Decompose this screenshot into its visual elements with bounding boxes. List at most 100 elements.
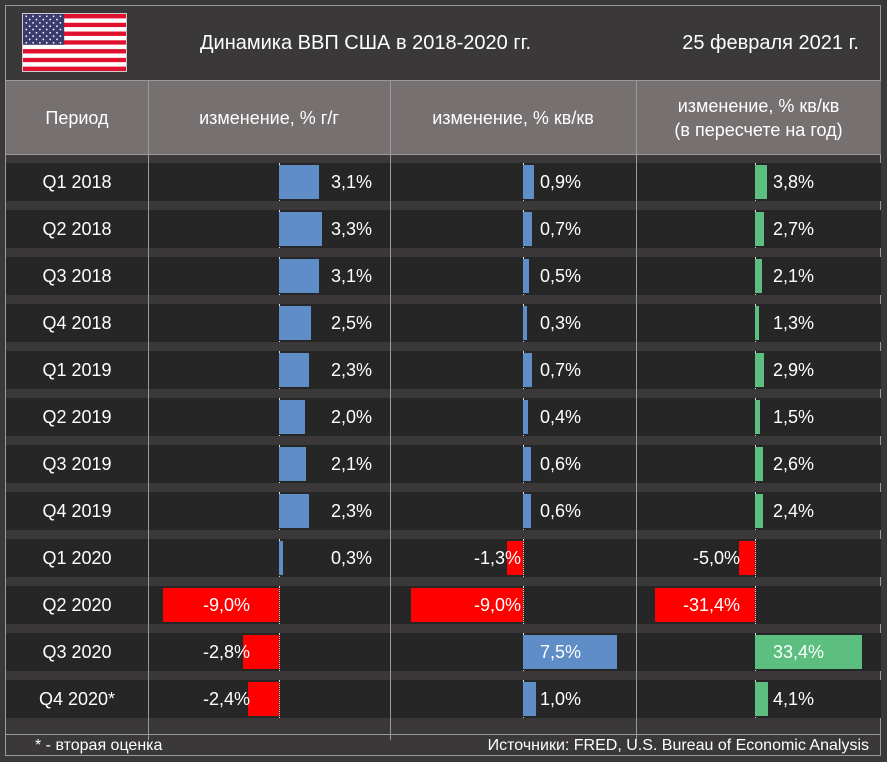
period-label: Q2 2018 (42, 219, 112, 239)
table-row: Q1 2020 0,3% -1,3% -5,0% (6, 539, 881, 577)
negative-bar (162, 588, 279, 622)
value-label: -2,4% (202, 689, 250, 709)
positive-bar (523, 400, 528, 434)
table-row: Q3 2020 -2,8% 7,5% 33,4% (6, 633, 881, 671)
negative-bar (410, 588, 523, 622)
positive-bar (279, 259, 319, 293)
positive-bar (755, 212, 764, 246)
value-label: -2,8% (202, 642, 250, 662)
table-row: Q4 2018 2,5% 0,3% 1,3% (6, 304, 881, 342)
period-label: Q4 2019 (42, 501, 112, 521)
footnote: * - вторая оценка (35, 737, 163, 754)
positive-bar (279, 306, 312, 340)
table-row: Q4 2019 2,3% 0,6% 2,4% (6, 492, 881, 530)
zero-line (523, 586, 524, 624)
positive-bar (279, 212, 322, 246)
zero-line (279, 680, 280, 718)
value-label: 0,3% (540, 313, 582, 333)
header-qoq: изменение, % кв/кв (432, 107, 594, 128)
value-label: 3,3% (330, 219, 372, 239)
header-period: Период (45, 107, 109, 128)
positive-bar (279, 353, 309, 387)
value-label: 4,1% (773, 689, 815, 709)
table-header: Период изменение, % г/г изменение, % кв/… (6, 80, 881, 155)
period-label: Q2 2020 (42, 595, 112, 615)
column-divider (390, 80, 391, 740)
header-qoq-annualized: изменение, % кв/кв (в пересчете на год) (636, 81, 881, 154)
value-label: 0,4% (540, 407, 582, 427)
negative-bar (506, 541, 523, 575)
value-label: 2,6% (773, 454, 815, 474)
table-row: Q3 2018 3,1% 0,5% 2,1% (6, 257, 881, 295)
positive-bar (523, 165, 535, 199)
header-qoq-annualized-line2: (в пересчете на год) (674, 119, 843, 140)
table-row: Q2 2019 2,0% 0,4% 1,5% (6, 398, 881, 436)
value-label: 2,1% (773, 266, 815, 286)
value-label: 2,9% (773, 360, 815, 380)
value-label: 3,1% (330, 172, 372, 192)
value-label: -5,0% (692, 548, 740, 568)
period-label: Q1 2020 (42, 548, 112, 568)
period-label: Q1 2019 (42, 360, 112, 380)
period-label: Q3 2019 (42, 454, 112, 474)
sources: Источники: FRED, U.S. Bureau of Economic… (487, 737, 869, 754)
negative-bar (242, 635, 279, 669)
value-label: 3,8% (773, 172, 815, 192)
value-label: 33,4% (773, 642, 825, 662)
value-label: -31,4% (682, 595, 740, 615)
divider (6, 734, 881, 735)
value-label: 2,1% (330, 454, 372, 474)
value-label: -9,0% (202, 595, 250, 615)
value-label: -9,0% (473, 595, 521, 615)
positive-bar (523, 447, 531, 481)
positive-bar (755, 353, 765, 387)
positive-bar (523, 494, 531, 528)
positive-bar (755, 259, 762, 293)
period-label: Q1 2018 (42, 172, 112, 192)
positive-bar (755, 447, 764, 481)
value-label: 0,3% (330, 548, 372, 568)
positive-bar (755, 165, 768, 199)
value-label: 2,7% (773, 219, 815, 239)
positive-bar (279, 165, 319, 199)
negative-bar (739, 541, 755, 575)
value-label: 0,7% (540, 360, 582, 380)
table-row: Q3 2019 2,1% 0,6% 2,6% (6, 445, 881, 483)
zero-line (755, 539, 756, 577)
positive-bar (755, 494, 763, 528)
zero-line (279, 586, 280, 624)
value-label: 0,6% (540, 501, 582, 521)
page-title: Динамика ВВП США в 2018-2020 гг. (200, 32, 532, 54)
period-label: Q4 2018 (42, 313, 112, 333)
value-label: 0,7% (540, 219, 582, 239)
table-row: Q1 2018 3,1% 0,9% 3,8% (6, 163, 881, 201)
positive-bar (279, 400, 305, 434)
value-label: 7,5% (540, 642, 582, 662)
value-label: 0,9% (540, 172, 582, 192)
positive-bar (755, 400, 760, 434)
value-label: 1,3% (773, 313, 815, 333)
table-row: Q2 2020 -9,0% -9,0% -31,4% (6, 586, 881, 624)
value-label: -1,3% (473, 548, 521, 568)
column-divider (636, 80, 637, 740)
period-label: Q3 2018 (42, 266, 112, 286)
header-yoy: изменение, % г/г (199, 107, 339, 128)
report-date: 25 февраля 2021 г. (682, 32, 859, 54)
header-qoq-annualized-line1: изменение, % кв/кв (677, 95, 840, 116)
positive-bar (523, 635, 617, 669)
value-label: 2,4% (773, 501, 815, 521)
value-label: 2,5% (330, 313, 372, 333)
us-flag-icon (22, 13, 127, 72)
positive-bar (523, 212, 532, 246)
zero-line (279, 633, 280, 671)
positive-bar (523, 682, 536, 716)
column-divider (148, 80, 149, 740)
value-label: 2,3% (330, 501, 372, 521)
value-label: 0,5% (540, 266, 582, 286)
period-label: Q4 2020* (38, 689, 116, 709)
value-label: 2,3% (330, 360, 372, 380)
table-row: Q1 2019 2,3% 0,7% 2,9% (6, 351, 881, 389)
positive-bar (523, 353, 532, 387)
negative-bar (248, 682, 279, 716)
positive-bar (755, 635, 862, 669)
